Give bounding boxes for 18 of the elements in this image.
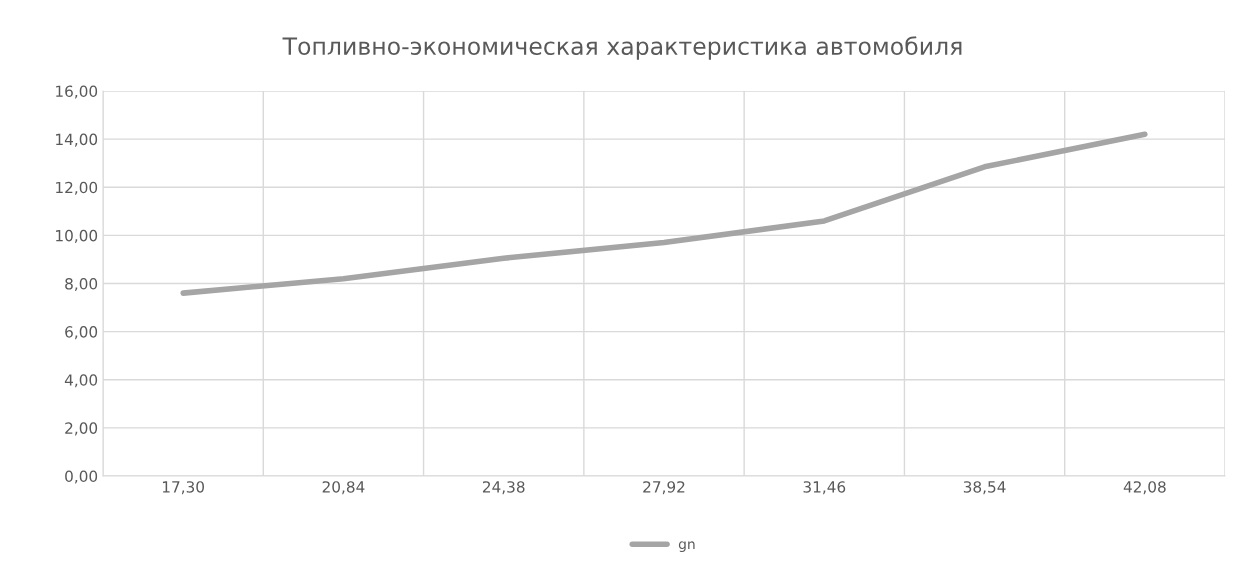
y-tick-label: 12,00 — [56, 181, 98, 195]
y-tick-label: 4,00 — [64, 374, 98, 388]
x-tick-label: 20,84 — [322, 481, 365, 495]
y-tick-label: 6,00 — [65, 326, 98, 340]
y-tick-label: 8,00 — [65, 277, 98, 292]
chart-title: Топливно-экономическая характеристика автомобиля — [282, 36, 962, 60]
y-tick-label: 16,00 — [56, 85, 98, 99]
y-tick-label: 0,00 — [65, 470, 98, 484]
y-tick-label: 10,00 — [56, 229, 98, 243]
x-tick-label: 38,54 — [963, 481, 1006, 495]
y-tick-label: 2,00 — [65, 422, 98, 436]
x-tick-label: 17,30 — [162, 481, 204, 495]
legend-label: gn — [678, 541, 695, 552]
y-tick-label: 14,00 — [56, 133, 98, 147]
x-tick-label: 31,46 — [803, 481, 846, 495]
x-tick-label: 24,38 — [482, 481, 525, 495]
x-tick-label: 27,92 — [643, 481, 685, 495]
x-tick-label: 42,08 — [1123, 481, 1166, 495]
